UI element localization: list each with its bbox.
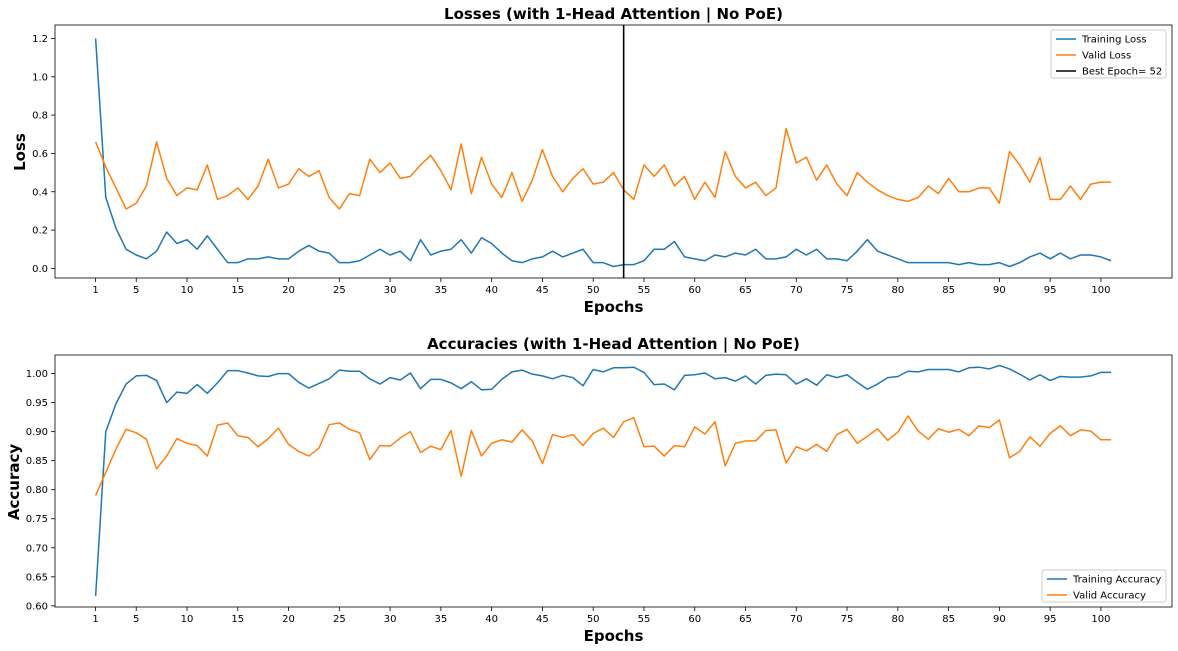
- accuracies-xtick-label: 5: [133, 614, 139, 625]
- losses-legend-label-best-epoch-52: Best Epoch= 52: [1082, 67, 1162, 78]
- losses-ytick-label: 0.4: [32, 187, 48, 198]
- accuracies-xtick-label: 85: [942, 614, 955, 625]
- losses-ytick-label: 1.2: [32, 34, 48, 45]
- losses-xtick-label: 80: [891, 285, 904, 296]
- losses-legend-label-training-loss: Training Loss: [1081, 35, 1147, 46]
- accuracies-xtick-label: 50: [587, 614, 600, 625]
- accuracies-ytick-label: 0.65: [26, 572, 48, 583]
- accuracies-ytick-label: 1.00: [26, 369, 48, 380]
- losses-xtick-label: 100: [1091, 285, 1110, 296]
- accuracies-xtick-label: 15: [231, 614, 244, 625]
- accuracies-xtick-label: 40: [485, 614, 498, 625]
- accuracies-xtick-label: 55: [638, 614, 651, 625]
- accuracies-legend-label-valid-accuracy: Valid Accuracy: [1073, 591, 1146, 602]
- losses-legend-box: [1050, 29, 1167, 79]
- accuracies-xtick-label: 45: [536, 614, 549, 625]
- losses-legend: Training Loss Valid Loss Best Epoch= 52: [1050, 29, 1167, 79]
- accuracies-xtick-label: 80: [891, 614, 904, 625]
- accuracies-ytick-label: 0.80: [26, 485, 48, 496]
- losses-xtick-label: 45: [536, 285, 549, 296]
- accuracies-title: Accuracies (with 1-Head Attention | No P…: [427, 335, 800, 354]
- losses-xtick-label: 70: [790, 285, 803, 296]
- accuracies-ytick-label: 0.95: [26, 398, 48, 409]
- losses-xtick-label: 5: [133, 285, 139, 296]
- accuracies-ytick-label: 0.90: [26, 427, 48, 438]
- losses-title: Losses (with 1-Head Attention | No PoE): [444, 5, 783, 24]
- accuracies-xtick-label: 65: [739, 614, 752, 625]
- accuracies-ytick-label: 0.75: [26, 514, 48, 525]
- losses-xtick-label: 10: [181, 285, 194, 296]
- losses-xtick-label: 55: [638, 285, 651, 296]
- accuracies-ytick-label: 0.70: [26, 543, 48, 554]
- losses-legend-label-valid-loss: Valid Loss: [1082, 51, 1131, 62]
- accuracies-xlabel: Epochs: [584, 627, 644, 645]
- accuracies-xtick-label: 60: [688, 614, 701, 625]
- losses-xtick-label: 25: [333, 285, 346, 296]
- accuracies-xtick-label: 100: [1091, 614, 1110, 625]
- losses-ytick-label: 0.6: [32, 149, 48, 160]
- accuracies-chart: Accuracies (with 1-Head Attention | No P…: [5, 335, 1173, 645]
- accuracies-ylabel: Accuracy: [5, 444, 23, 520]
- accuracies-xtick-label: 1: [92, 614, 98, 625]
- accuracies-xtick-label: 70: [790, 614, 803, 625]
- losses-chart: Losses (with 1-Head Attention | No PoE) …: [11, 5, 1173, 316]
- losses-xtick-label: 50: [587, 285, 600, 296]
- accuracies-series-training-accuracy: [94, 364, 1112, 597]
- losses-xlabel: Epochs: [584, 298, 644, 316]
- losses-xtick-label: 60: [688, 285, 701, 296]
- accuracies-legend-box: [1041, 569, 1167, 603]
- accuracies-series-valid-accuracy: [94, 415, 1112, 496]
- accuracies-legend: Training Accuracy Valid Accuracy: [1041, 569, 1167, 603]
- losses-xtick-label: 95: [1044, 285, 1057, 296]
- losses-ytick-label: 1.0: [32, 72, 48, 83]
- losses-xtick-label: 20: [282, 285, 295, 296]
- accuracies-xtick-label: 25: [333, 614, 346, 625]
- accuracies-ytick-label: 0.85: [26, 456, 48, 467]
- losses-ytick-label: 0.0: [32, 264, 48, 275]
- losses-xtick-label: 1: [92, 285, 98, 296]
- losses-xtick-label: 75: [841, 285, 854, 296]
- losses-xtick-label: 30: [384, 285, 397, 296]
- losses-xtick-label: 40: [485, 285, 498, 296]
- accuracies-legend-label-training-accuracy: Training Accuracy: [1072, 575, 1161, 586]
- accuracies-xtick-label: 20: [282, 614, 295, 625]
- accuracies-xtick-label: 30: [384, 614, 397, 625]
- losses-xtick-label: 65: [739, 285, 752, 296]
- accuracies-ytick-label: 0.60: [26, 601, 48, 612]
- losses-plot-frame: [54, 24, 1173, 279]
- accuracies-xtick-label: 75: [841, 614, 854, 625]
- accuracies-xtick-label: 10: [181, 614, 194, 625]
- losses-xtick-label: 15: [231, 285, 244, 296]
- losses-ytick-label: 0.8: [32, 111, 48, 122]
- accuracies-plot-frame: [54, 354, 1173, 608]
- accuracies-xtick-label: 35: [435, 614, 448, 625]
- losses-xtick-label: 90: [993, 285, 1006, 296]
- losses-ylabel: Loss: [11, 133, 29, 171]
- losses-ytick-label: 0.2: [32, 226, 48, 237]
- accuracies-xtick-label: 95: [1044, 614, 1057, 625]
- losses-series-training-loss: [94, 38, 1112, 268]
- losses-xtick-label: 85: [942, 285, 955, 296]
- losses-series-valid-loss: [94, 127, 1112, 210]
- accuracies-xtick-label: 90: [993, 614, 1006, 625]
- losses-xtick-label: 35: [435, 285, 448, 296]
